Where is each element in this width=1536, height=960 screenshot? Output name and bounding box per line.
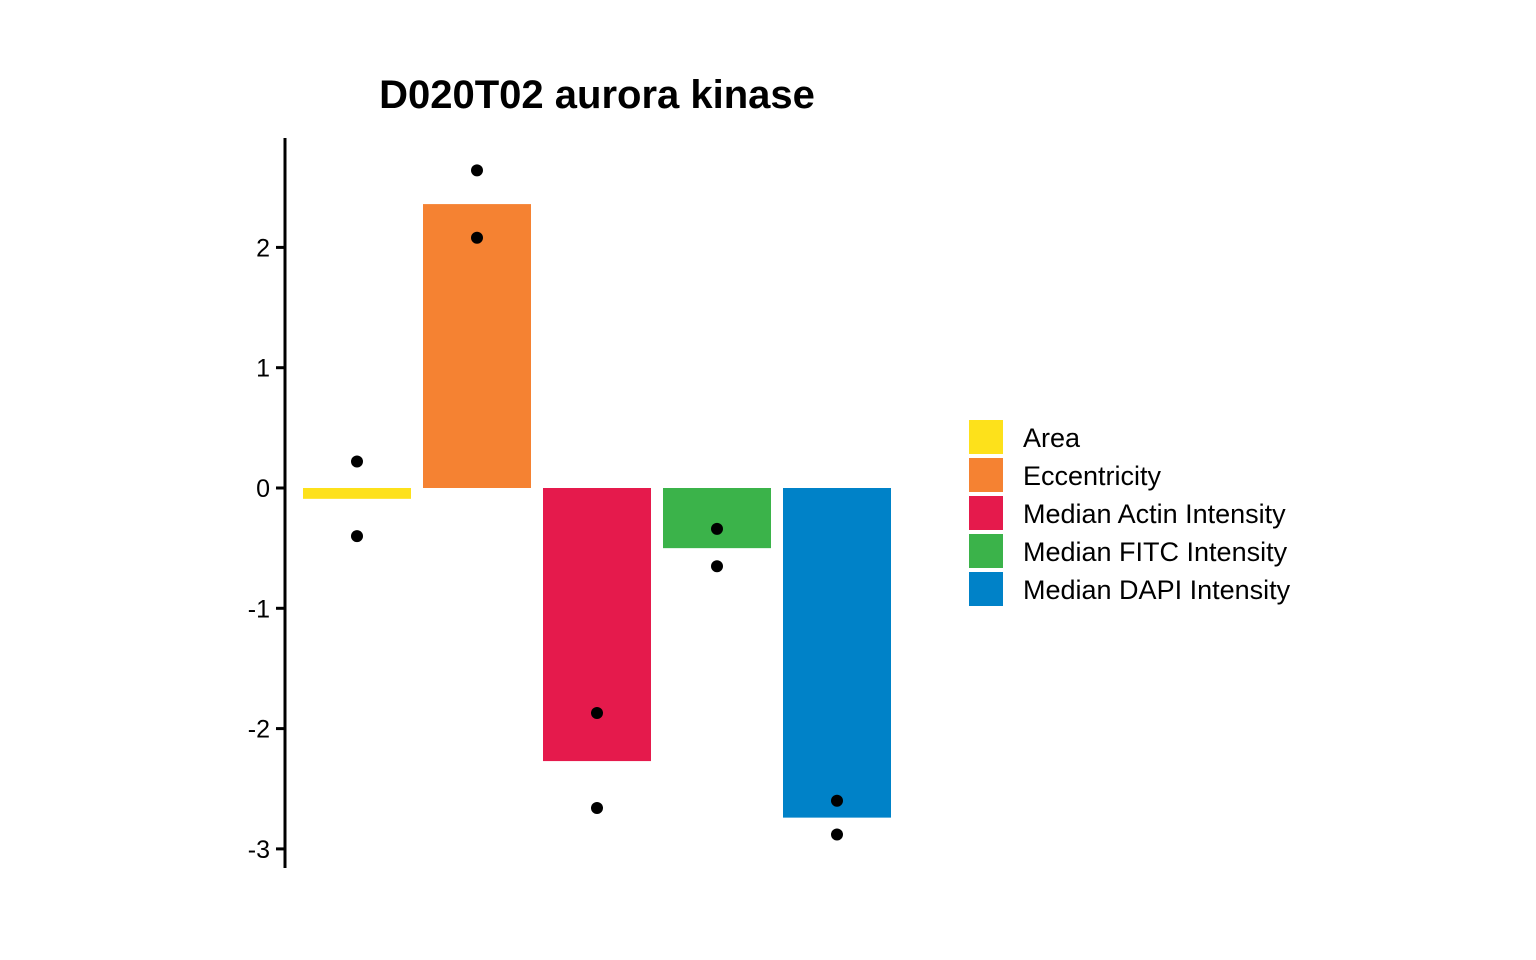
y-tick-label: 2 bbox=[256, 234, 270, 262]
y-tick-label: -3 bbox=[248, 836, 270, 864]
bar-median-fitc-intensity bbox=[663, 488, 771, 549]
legend-swatch bbox=[969, 458, 1003, 492]
points-layer bbox=[351, 164, 843, 841]
y-tick-label: 0 bbox=[256, 475, 270, 503]
data-point bbox=[471, 231, 483, 244]
y-tick-label: -2 bbox=[248, 716, 270, 744]
legend-label: Area bbox=[1023, 423, 1081, 453]
data-point bbox=[351, 530, 363, 543]
data-point bbox=[831, 794, 843, 807]
bar-median-dapi-intensity bbox=[783, 488, 891, 818]
data-point bbox=[711, 560, 723, 573]
legend-swatch bbox=[969, 572, 1003, 606]
bar-median-actin-intensity bbox=[543, 488, 651, 762]
bar-eccentricity bbox=[423, 204, 531, 489]
data-point bbox=[591, 801, 603, 814]
legend-label: Eccentricity bbox=[1023, 461, 1162, 491]
data-point bbox=[591, 706, 603, 719]
data-point bbox=[711, 522, 723, 535]
legend-label: Median DAPI Intensity bbox=[1023, 575, 1291, 605]
legend-swatch bbox=[969, 420, 1003, 454]
legend: Area Eccentricity Median Actin Intensity Me… bbox=[969, 420, 1291, 606]
data-point bbox=[471, 164, 483, 177]
data-point bbox=[831, 828, 843, 841]
legend-swatch bbox=[969, 496, 1003, 530]
data-point bbox=[351, 455, 363, 468]
legend-swatch bbox=[969, 534, 1003, 568]
legend-label: Median FITC Intensity bbox=[1023, 537, 1288, 567]
legend-label: Median Actin Intensity bbox=[1023, 499, 1286, 529]
chart-title: D020T02 aurora kinase bbox=[379, 73, 815, 117]
y-tick-label: -1 bbox=[248, 595, 270, 623]
bar-area bbox=[303, 488, 411, 499]
y-tick-label: 1 bbox=[256, 355, 270, 383]
bars-layer bbox=[303, 204, 891, 818]
y-axis: 2 1 0 -1 -2 -3 bbox=[248, 138, 287, 868]
